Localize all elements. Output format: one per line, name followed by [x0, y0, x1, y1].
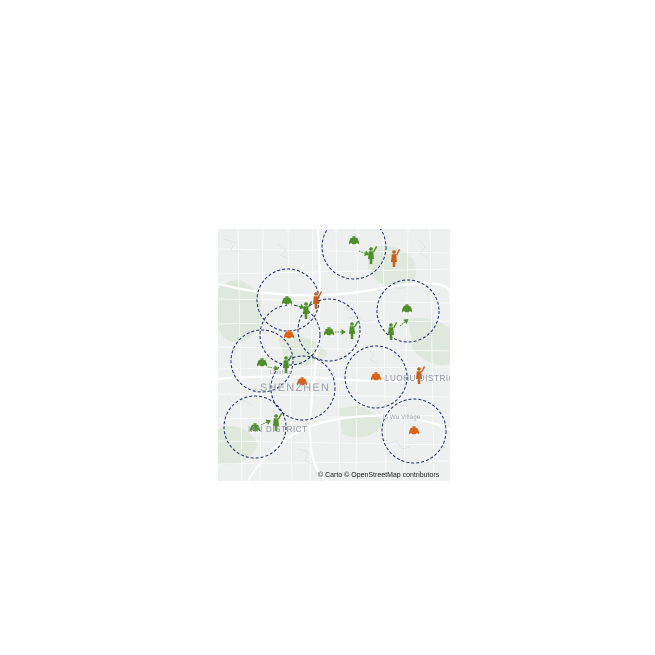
coverage-circle: [270, 355, 336, 421]
map-view[interactable]: Lianhua SHENZHEN LUOHU DISTRIC IAN DISTR…: [218, 229, 450, 481]
main-roads: [218, 229, 450, 481]
arrow-icon: [334, 329, 346, 335]
arrow-icon: [357, 248, 370, 257]
taxi-icon: [282, 296, 292, 306]
coverage-circle: [344, 345, 408, 409]
district-label-luohu: LUOHU DISTRIC: [385, 374, 450, 383]
taxi-icon: [324, 327, 334, 337]
coverage-circle: [376, 279, 440, 343]
taxi-icon: [257, 358, 267, 368]
place-label: Lianhua: [270, 370, 292, 376]
taxi-icon: [409, 426, 419, 436]
person-icon: [388, 322, 398, 340]
coverage-circle: [297, 298, 361, 362]
street-grid: [218, 229, 450, 481]
district-label-futian: IAN DISTRICT: [248, 425, 308, 434]
place-label-village: Li Wu Village: [383, 415, 421, 421]
map-svg: [218, 229, 450, 481]
minor-texture: [222, 238, 429, 465]
coverage-circle: [256, 268, 320, 332]
coverage-circle: [223, 395, 287, 459]
person-icon: [303, 301, 313, 319]
arrow-icon: [398, 317, 410, 329]
coverage-circle: [381, 398, 447, 464]
map-attribution[interactable]: © Carto © OpenStreetMap contributors: [318, 472, 440, 479]
coverage-circle: [230, 329, 294, 393]
taxi-icon: [349, 236, 359, 246]
city-label: SHENZHEN: [260, 382, 331, 394]
coverage-circle: [321, 229, 387, 280]
